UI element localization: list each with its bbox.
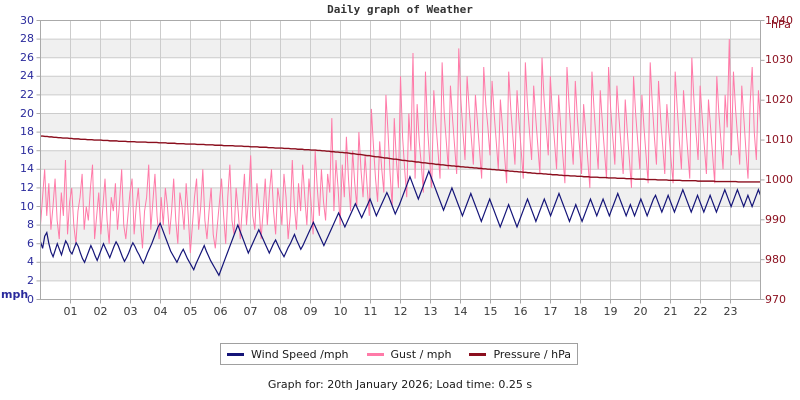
left-axis-tick-label: 12 bbox=[20, 180, 34, 194]
right-axis-tick-label: 1010 bbox=[765, 133, 793, 147]
left-axis-tick-label: 22 bbox=[20, 87, 34, 101]
series-line-pressure bbox=[41, 135, 760, 183]
x-axis-tick-label: 14 bbox=[453, 305, 468, 318]
left-axis-tick-label: 26 bbox=[20, 50, 34, 64]
x-axis-tick-label: 23 bbox=[723, 305, 738, 318]
left-axis-unit-label: mph bbox=[1, 288, 29, 301]
x-axis-tick-label: 08 bbox=[273, 305, 288, 318]
x-axis-tick-label: 03 bbox=[123, 305, 138, 318]
x-axis-tick-label: 11 bbox=[363, 305, 378, 318]
right-axis-tick-label: 1040 bbox=[765, 13, 793, 27]
chart-legend: Wind Speed /mph Gust / mph Pressure / hP… bbox=[220, 343, 578, 365]
graph-footer-status: Graph for: 20th January 2026; Load time:… bbox=[267, 378, 533, 391]
x-axis-tick-label: 22 bbox=[693, 305, 708, 318]
axis-tick-marks bbox=[36, 20, 765, 304]
right-axis-tick-label: 970 bbox=[765, 292, 786, 306]
series-line-wind-speed bbox=[41, 169, 760, 277]
left-axis-tick-label: 18 bbox=[20, 125, 34, 139]
left-axis-tick-label: 8 bbox=[27, 218, 34, 232]
x-axis-tick-label: 07 bbox=[243, 305, 258, 318]
x-axis-tick-label: 13 bbox=[423, 305, 438, 318]
left-axis-tick-label: 6 bbox=[27, 236, 34, 250]
x-axis-tick-label: 02 bbox=[93, 305, 108, 318]
x-axis-tick-label: 04 bbox=[153, 305, 168, 318]
series-line-gust bbox=[41, 39, 760, 254]
left-axis-tick-label: 24 bbox=[20, 69, 34, 83]
legend-item-pressure[interactable]: Pressure / hPa bbox=[469, 348, 571, 361]
left-axis-tick-label: 0 bbox=[27, 292, 34, 306]
left-axis-tick-label: 2 bbox=[27, 273, 34, 287]
legend-swatch-pressure-icon bbox=[469, 352, 487, 356]
x-axis-tick-label: 12 bbox=[393, 305, 408, 318]
x-axis-tick-label: 09 bbox=[303, 305, 318, 318]
x-axis-tick-label: 06 bbox=[213, 305, 228, 318]
x-axis-tick-label: 16 bbox=[513, 305, 528, 318]
left-axis-tick-label: 14 bbox=[20, 162, 34, 176]
left-axis-tick-label: 4 bbox=[27, 255, 34, 269]
x-axis-tick-label: 19 bbox=[603, 305, 618, 318]
right-axis-tick-label: 980 bbox=[765, 252, 786, 266]
left-axis-tick-label: 10 bbox=[20, 199, 34, 213]
legend-label-pressure: Pressure / hPa bbox=[493, 347, 571, 361]
right-axis-tick-label: 1020 bbox=[765, 93, 793, 107]
legend-swatch-gust-icon bbox=[366, 352, 384, 356]
x-axis-tick-label: 10 bbox=[333, 305, 348, 318]
right-axis-tick-label: 1000 bbox=[765, 172, 793, 186]
x-axis-tick-label: 01 bbox=[63, 305, 78, 318]
right-axis-tick-label: 990 bbox=[765, 212, 786, 226]
left-axis-tick-label: 16 bbox=[20, 143, 34, 157]
x-axis-tick-label: 21 bbox=[663, 305, 678, 318]
x-axis-tick-label: 05 bbox=[183, 305, 198, 318]
left-axis-tick-label: 20 bbox=[20, 106, 34, 120]
legend-swatch-wind-speed-icon bbox=[227, 352, 245, 356]
legend-item-wind-speed[interactable]: Wind Speed /mph bbox=[227, 348, 349, 361]
x-axis-tick-label: 18 bbox=[573, 305, 588, 318]
x-axis-tick-label: 17 bbox=[543, 305, 558, 318]
left-axis-tick-label: 28 bbox=[20, 32, 34, 46]
right-axis-unit-label: hPa bbox=[771, 18, 791, 31]
x-axis-tick-label: 20 bbox=[633, 305, 648, 318]
x-axis-tick-label: 15 bbox=[483, 305, 498, 318]
left-axis-tick-label: 30 bbox=[20, 13, 34, 27]
legend-item-gust[interactable]: Gust / mph bbox=[366, 347, 452, 361]
right-axis-tick-label: 1030 bbox=[765, 53, 793, 67]
legend-label-wind-speed: Wind Speed /mph bbox=[251, 347, 349, 361]
page-title: Daily graph of Weather bbox=[327, 3, 473, 16]
legend-label-gust: Gust / mph bbox=[390, 347, 452, 361]
